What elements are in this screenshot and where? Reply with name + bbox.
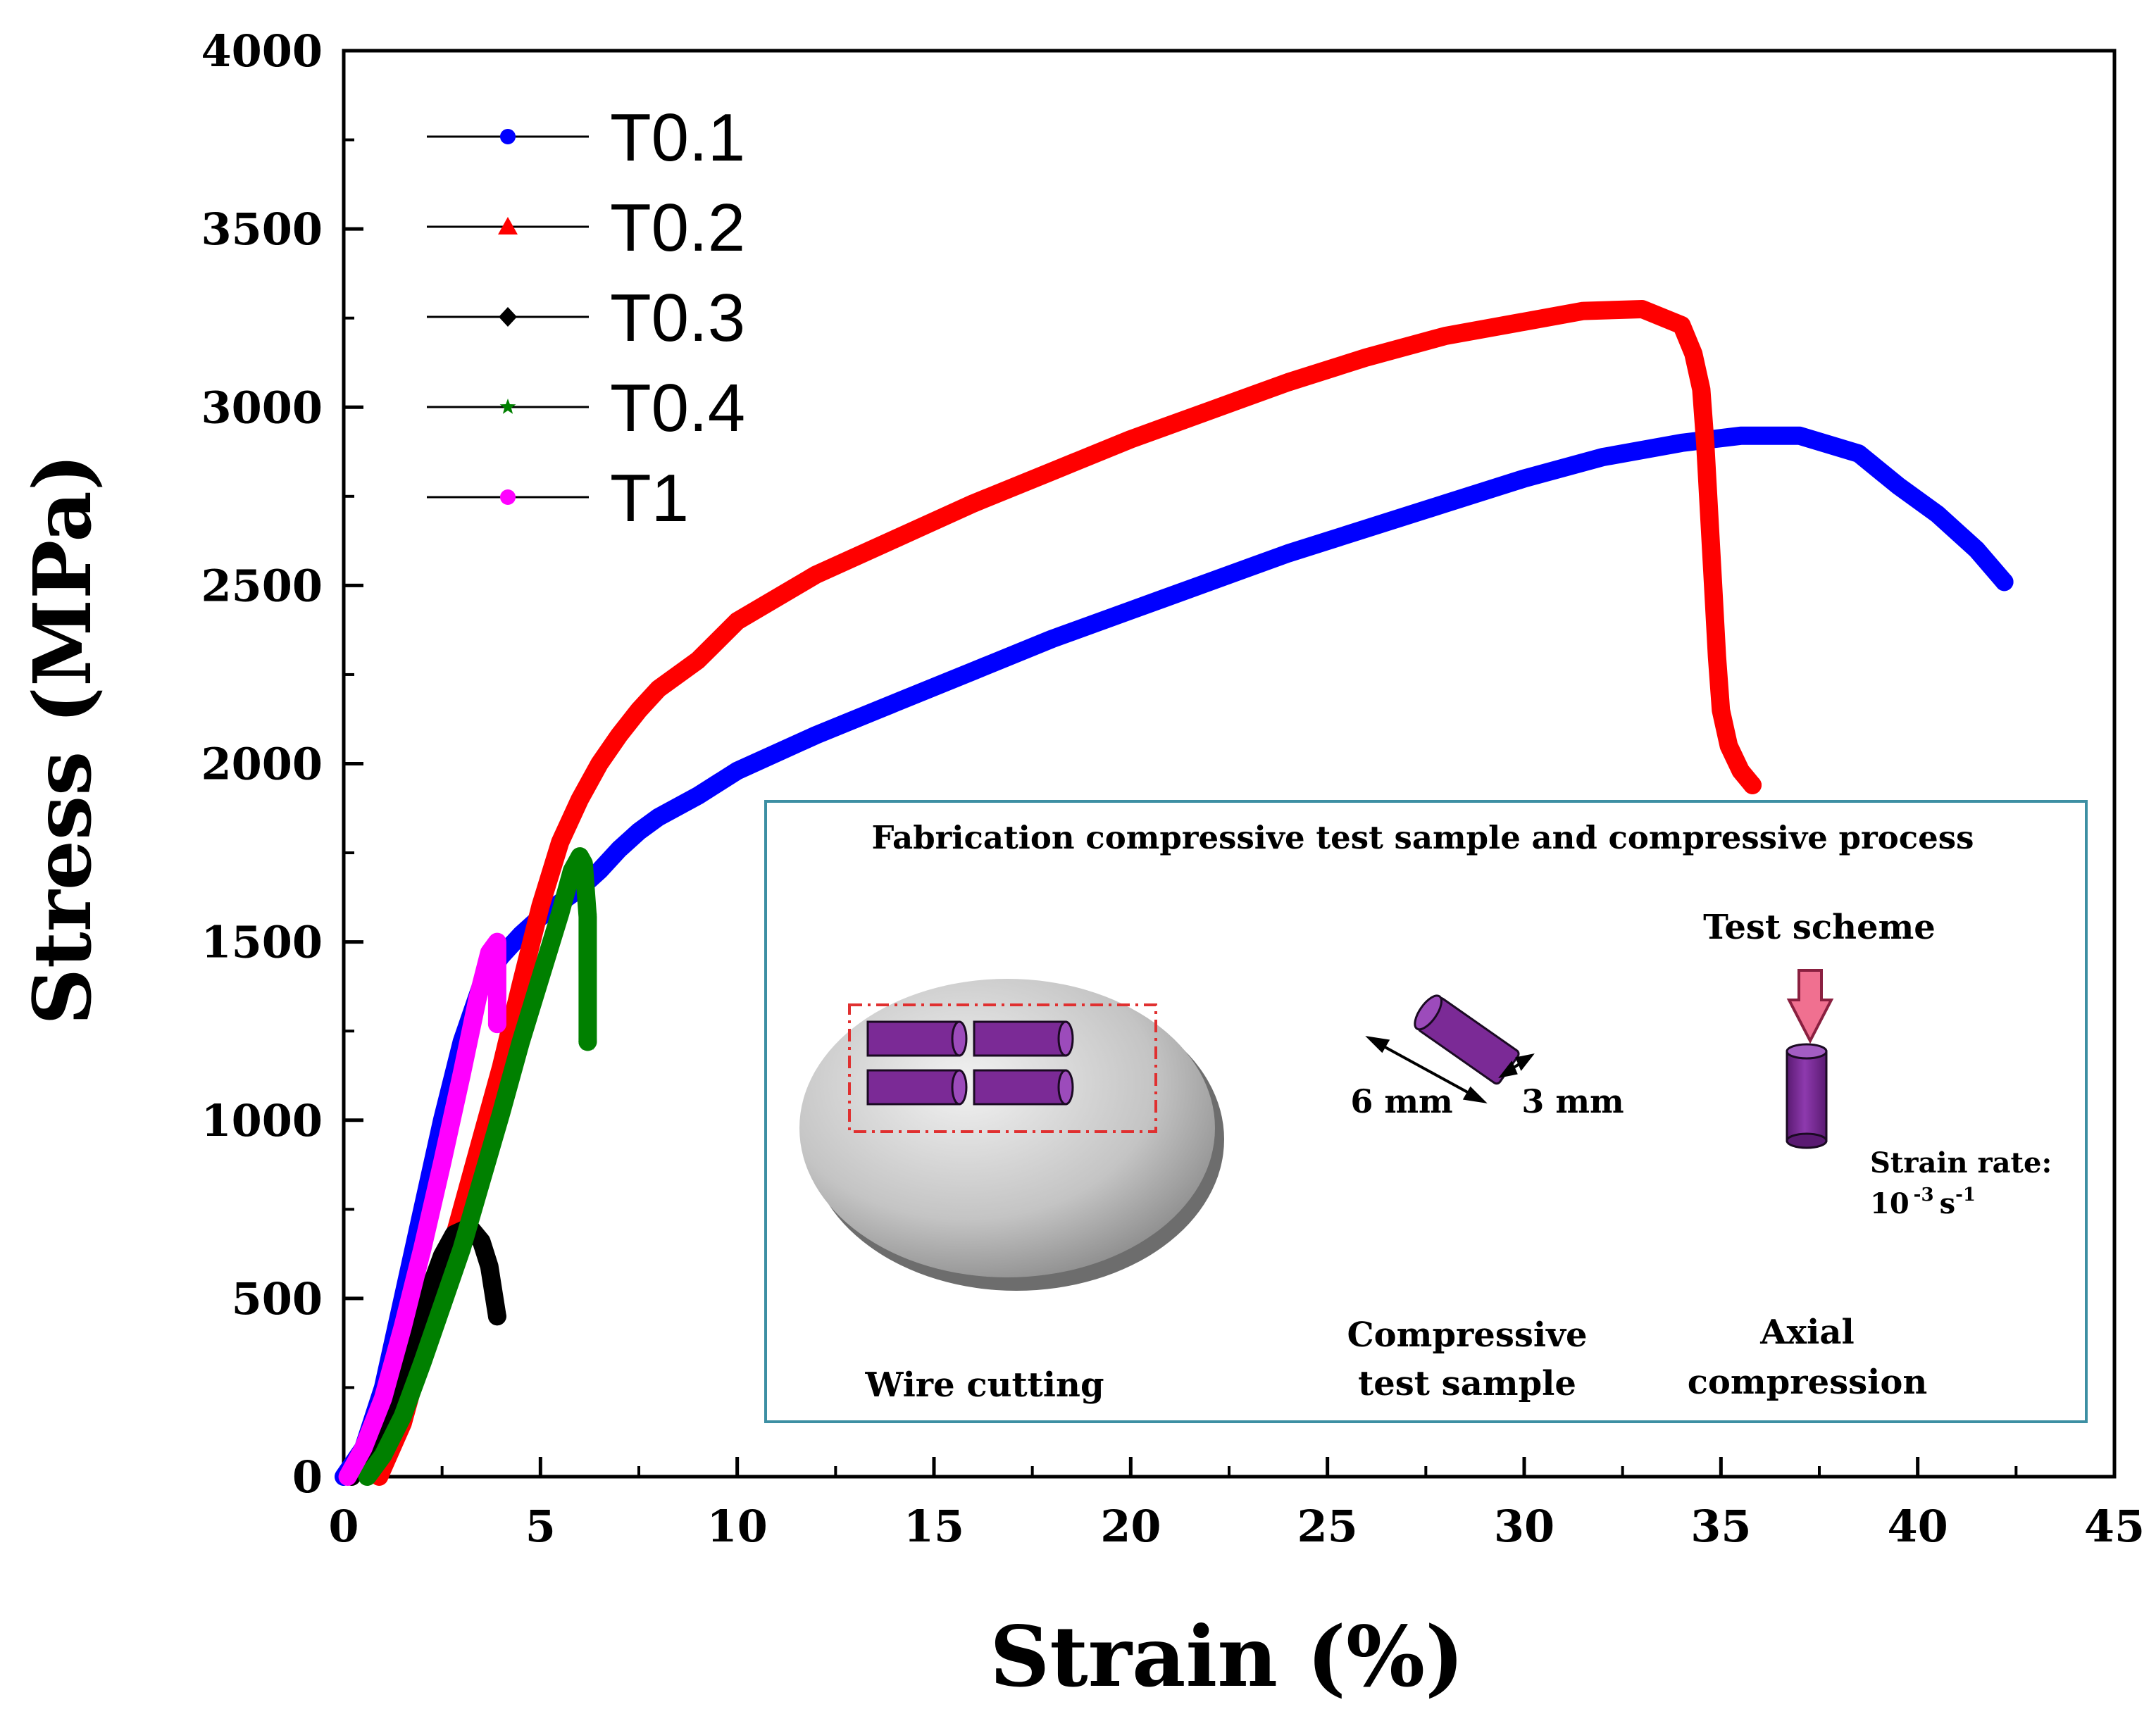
x-tick-label: 15 bbox=[904, 1501, 964, 1552]
legend-marker-circle bbox=[500, 129, 516, 144]
axial-label-line2: compression bbox=[1688, 1363, 1928, 1402]
y-tick-label: 3000 bbox=[201, 382, 323, 433]
y-tick-label: 3500 bbox=[201, 204, 323, 255]
y-tick-label: 1000 bbox=[201, 1095, 323, 1146]
y-tick-label: 0 bbox=[292, 1451, 323, 1503]
dimension-length-label: 6 mm bbox=[1350, 1082, 1452, 1120]
legend-label: T0.2 bbox=[610, 190, 745, 265]
legend-marker-star bbox=[499, 399, 516, 414]
series-end-point-t0-3 bbox=[487, 1307, 506, 1326]
legend-item-t0-4: T0.4 bbox=[427, 370, 745, 446]
sample-label-line2: test sample bbox=[1358, 1364, 1576, 1403]
x-tick-label: 40 bbox=[1888, 1501, 1948, 1552]
cut-region-box bbox=[848, 1003, 1157, 1133]
x-tick-label: 10 bbox=[707, 1501, 768, 1552]
y-tick-label: 500 bbox=[232, 1273, 323, 1325]
legend-item-t0-3: T0.3 bbox=[427, 280, 745, 356]
x-tick-label: 45 bbox=[2084, 1501, 2145, 1552]
test-scheme-label: Test scheme bbox=[1703, 908, 1936, 947]
x-tick-label: 30 bbox=[1494, 1501, 1554, 1552]
series-star-marker-t0-4 bbox=[578, 964, 597, 982]
series-line-t1 bbox=[338, 932, 506, 1486]
series-line-t0-2 bbox=[370, 300, 1762, 1486]
cut-samples bbox=[866, 1020, 1074, 1106]
legend-label: T0.4 bbox=[610, 370, 745, 446]
y-tick-label: 2000 bbox=[201, 739, 323, 790]
legend-item-t0-1: T0.1 bbox=[427, 100, 745, 175]
y-tick-label: 4000 bbox=[201, 25, 323, 77]
legend-marker-triangle bbox=[498, 217, 518, 234]
legend-label: T1 bbox=[610, 461, 689, 536]
plot-axes: 0 5 10 15 20 25 30 35 40 45 0 500 1000 1500 2000 2500 30… bbox=[201, 25, 2145, 1552]
series-star-marker-t0-4 bbox=[578, 1032, 597, 1050]
cut-sample bbox=[973, 1069, 1074, 1106]
cut-sample bbox=[866, 1020, 968, 1057]
x-tick-label: 35 bbox=[1690, 1501, 1751, 1552]
strain-rate-value: 10 -3 s-1 bbox=[1870, 1184, 1976, 1220]
wire-cutting-illustration bbox=[799, 979, 1224, 1291]
series-layer bbox=[335, 300, 2014, 1486]
x-axis-title: Strain (%) bbox=[990, 1608, 1464, 1706]
y-axis-title: Stress (MPa) bbox=[17, 453, 109, 1025]
series-end-point-t0-1 bbox=[1995, 573, 2014, 592]
series-star-marker-t0-4 bbox=[578, 907, 597, 925]
y-tick-label: 2500 bbox=[201, 560, 323, 611]
legend-marker-diamond bbox=[499, 307, 517, 327]
axial-label-line1: Axial bbox=[1759, 1313, 1854, 1352]
compressive-sample-illustration bbox=[1365, 994, 1535, 1103]
strain-rate-label: Strain rate: bbox=[1870, 1146, 2052, 1180]
legend-label: T0.1 bbox=[610, 100, 745, 175]
compression-arrow-icon bbox=[1786, 969, 1834, 1044]
legend-item-t0-2: T0.2 bbox=[427, 190, 745, 265]
x-tick-label: 0 bbox=[328, 1501, 359, 1552]
dimension-length-arrow bbox=[1365, 1036, 1488, 1103]
legend: T0.1 T0.2 T0.3 T0.4 T1 bbox=[427, 100, 745, 536]
inset-title: Fabrication compressive test sample and … bbox=[872, 819, 1974, 856]
legend-label: T0.3 bbox=[610, 280, 745, 356]
sample-label-line1: Compressive bbox=[1347, 1315, 1587, 1355]
sample-end-cap bbox=[1414, 994, 1442, 1031]
x-tick-label: 25 bbox=[1297, 1501, 1358, 1552]
y-tick-label: 1500 bbox=[201, 917, 323, 968]
series-end-point-t1 bbox=[487, 1015, 506, 1034]
legend-item-t1: T1 bbox=[427, 461, 689, 536]
legend-marker-circle bbox=[500, 489, 516, 505]
fabrication-inset: Fabrication compressive test sample and … bbox=[764, 800, 2088, 1423]
dimension-diameter-arrow bbox=[1498, 1053, 1535, 1079]
cut-sample bbox=[973, 1020, 1074, 1057]
x-tick-label: 5 bbox=[525, 1501, 556, 1552]
x-tick-label: 20 bbox=[1100, 1501, 1161, 1552]
axial-sample bbox=[1786, 1043, 1828, 1149]
dimension-diameter-label: 3 mm bbox=[1521, 1082, 1624, 1120]
series-end-point-t0-2 bbox=[1743, 775, 1762, 794]
series-line-t0-4 bbox=[358, 847, 597, 1486]
wire-cutting-label: Wire cutting bbox=[865, 1365, 1104, 1405]
cut-sample bbox=[866, 1069, 968, 1106]
